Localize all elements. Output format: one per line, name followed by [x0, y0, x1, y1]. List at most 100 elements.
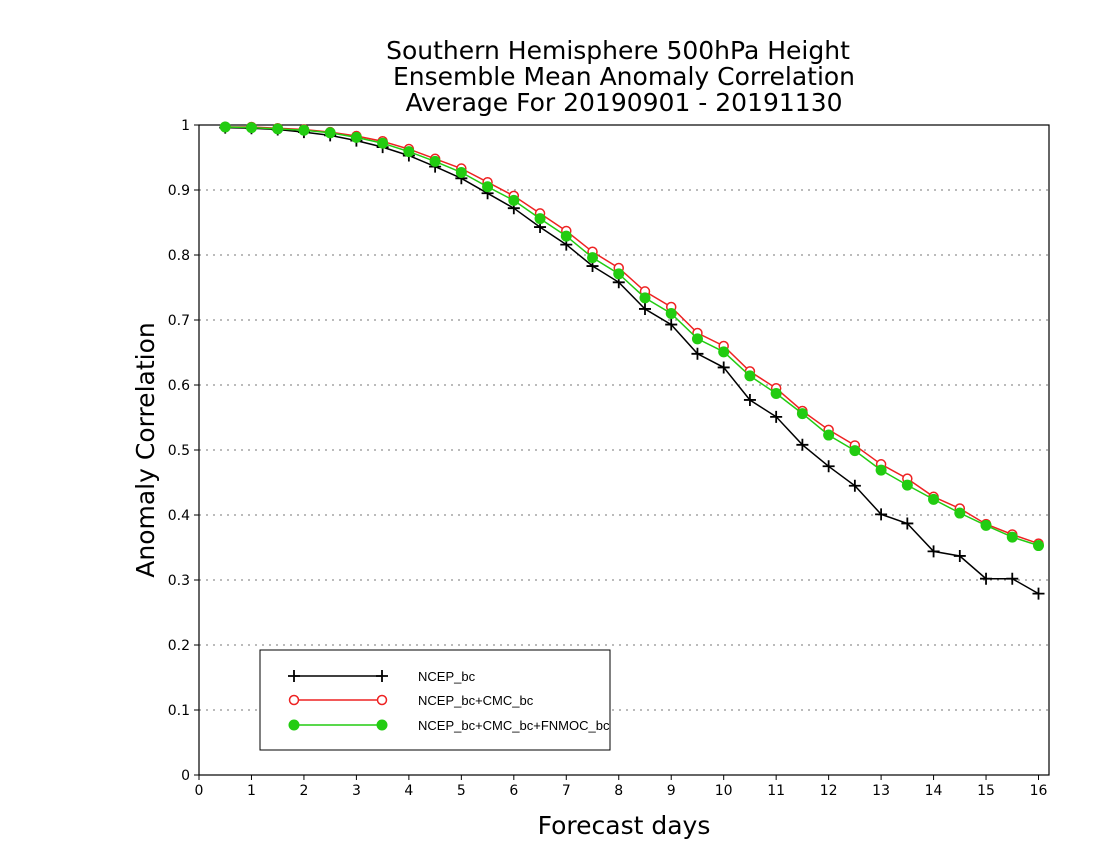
data-point: [639, 292, 651, 304]
legend-marker: [376, 694, 388, 706]
x-tick-label: 9: [667, 783, 676, 799]
legend-marker: [288, 670, 300, 682]
x-tick-label: 7: [562, 783, 571, 799]
data-point: [455, 166, 467, 178]
data-point: [482, 181, 494, 193]
data-point: [272, 123, 284, 135]
x-tick-label: 8: [614, 783, 623, 799]
data-point: [901, 517, 914, 530]
y-tick-label: 0.3: [168, 573, 190, 589]
title-line-1: Southern Hemisphere 500hPa Height: [386, 36, 850, 65]
data-point: [508, 194, 520, 206]
data-point: [665, 308, 677, 319]
y-tick-label: 0.7: [168, 313, 190, 329]
data-point: [1006, 531, 1018, 543]
data-point: [587, 252, 599, 264]
data-point: [980, 519, 992, 531]
y-tick-label: 1: [181, 118, 190, 134]
data-point: [403, 146, 415, 158]
y-tick-label: 0.2: [168, 638, 190, 654]
data-point: [848, 479, 861, 492]
y-tick-label: 0.4: [168, 508, 190, 524]
data-point: [796, 408, 808, 420]
data-point: [953, 549, 966, 562]
data-series: [219, 121, 1045, 600]
data-point: [1006, 572, 1019, 585]
y-tick-label: 0.5: [168, 443, 190, 459]
data-point: [691, 333, 703, 345]
y-tick-label: 0.8: [168, 248, 190, 264]
data-point: [770, 410, 783, 423]
x-tick-label: 16: [1030, 783, 1048, 799]
data-point: [822, 460, 835, 473]
data-point: [928, 493, 940, 505]
series-line: [225, 126, 1039, 545]
title-line-2: Ensemble Mean Anomaly Correlation: [393, 62, 855, 91]
data-point: [901, 479, 913, 491]
data-point: [744, 370, 756, 382]
x-tick-label: 15: [977, 783, 995, 799]
y-tick-label: 0.1: [168, 703, 190, 719]
data-point: [743, 393, 756, 406]
series-line: [225, 126, 1039, 595]
data-point: [298, 124, 310, 136]
x-axis-title: Forecast days: [538, 811, 711, 840]
series-2: [219, 121, 1044, 549]
x-tick-label: 14: [925, 783, 943, 799]
data-point: [665, 318, 678, 331]
title-line-3: Average For 20190901 - 20191130: [405, 88, 842, 117]
legend-marker: [376, 719, 388, 731]
legend-marker: [288, 719, 300, 731]
data-point: [219, 121, 231, 133]
legend-label: NCEP_bc: [418, 669, 476, 684]
legend: NCEP_bc NCEP_bc+CMC_bc NCEP_bc+CMC_bc+FNMO…: [259, 649, 611, 751]
data-point: [1033, 540, 1045, 552]
legend-entry-3: NCEP_bc+CMC_bc+FNMOC_bc: [288, 718, 610, 733]
data-point: [770, 387, 782, 399]
x-tick-label: 4: [404, 783, 413, 799]
legend-marker: [288, 694, 300, 706]
data-point: [849, 445, 861, 457]
data-point: [927, 545, 940, 558]
x-tick-label: 1: [247, 783, 256, 799]
data-point: [823, 429, 835, 441]
y-tick-label: 0.9: [168, 183, 190, 199]
data-point: [691, 347, 704, 360]
data-point: [717, 361, 730, 374]
data-point: [245, 122, 257, 134]
data-point: [875, 508, 888, 521]
data-point: [796, 438, 809, 451]
x-tick-label: 13: [872, 783, 890, 799]
data-point: [638, 302, 651, 315]
data-point: [718, 346, 730, 358]
x-tick-label: 11: [767, 783, 785, 799]
x-tick-label: 5: [457, 783, 466, 799]
data-point: [534, 213, 546, 225]
data-point: [1032, 587, 1045, 600]
series-1: [219, 121, 1045, 600]
axis-ticks: 00.10.20.30.40.50.60.70.80.910 1 2 3 4 5 6 7 8 9 1…: [168, 118, 1048, 799]
legend-entry-2: NCEP_bc+CMC_bc: [288, 693, 534, 708]
legend-label: NCEP_bc+CMC_bc+FNMOC_bc: [418, 718, 610, 733]
data-point: [560, 230, 572, 242]
y-tick-label: 0: [181, 768, 190, 784]
grid-lines: [199, 124, 1049, 711]
data-point: [980, 572, 993, 585]
x-tick-label: 10: [715, 783, 733, 799]
series-3: [219, 121, 1045, 552]
x-tick-label: 6: [509, 783, 518, 799]
data-point: [613, 268, 625, 280]
y-axis-title: Anomaly Correlation: [131, 322, 160, 577]
x-tick-label: 0: [195, 783, 204, 799]
y-tick-label: 0.6: [168, 378, 190, 394]
data-point: [377, 137, 389, 149]
data-point: [954, 507, 966, 519]
legend-entry-1: NCEP_bc: [288, 669, 476, 684]
x-tick-label: 2: [299, 783, 308, 799]
chart-title: Southern Hemisphere 500hPa Height Ensemb…: [386, 36, 855, 117]
data-point: [875, 464, 887, 476]
x-tick-label: 3: [352, 783, 361, 799]
legend-marker: [376, 670, 388, 682]
x-tick-label: 12: [820, 783, 838, 799]
